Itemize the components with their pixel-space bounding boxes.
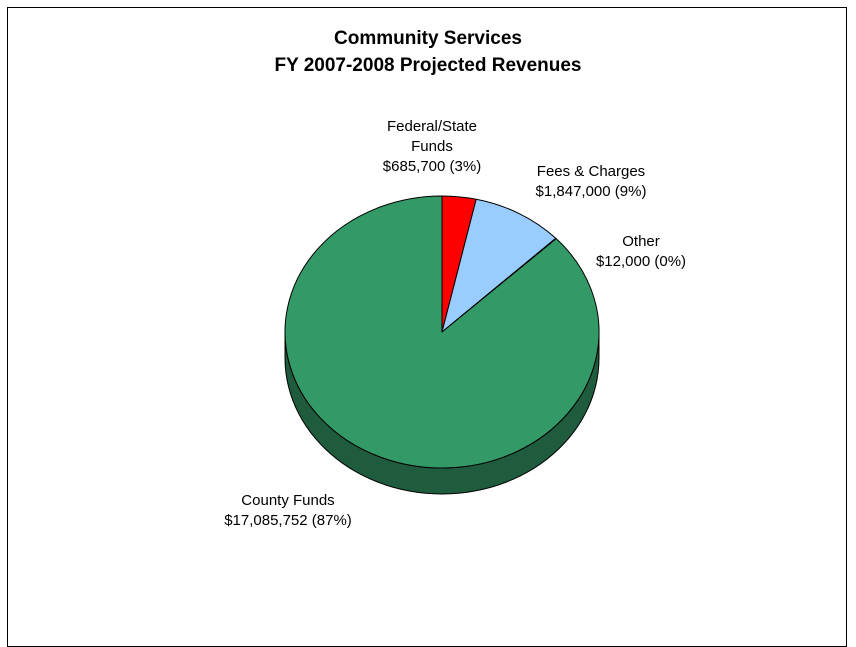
pie-slices [284, 195, 600, 469]
pie-label-line: Federal/State [387, 118, 477, 135]
pie-slice-county-funds [284, 195, 600, 469]
pie-label-county-funds: County Funds $17,085,752 (87%) [224, 492, 352, 529]
pie-label-line: $1,847,000 (9%) [536, 183, 647, 200]
pie-labels: Federal/State Funds $685,700 (3%) Fees & Ch… [224, 118, 686, 529]
pie-label-line: County Funds [241, 492, 334, 509]
pie-label-line: $12,000 (0%) [596, 253, 686, 270]
pie-label-other: Other $12,000 (0%) [596, 233, 686, 270]
chart-title-line-1: Community Services [334, 28, 522, 49]
pie-label-fees-charges: Fees & Charges $1,847,000 (9%) [536, 163, 647, 200]
chart-title: Community Services FY 2007-2008 Projecte… [0, 25, 856, 79]
pie-label-line: Other [622, 233, 660, 250]
pie-label-line: Funds [411, 138, 453, 155]
pie-label-federal-state-funds: Federal/State Funds $685,700 (3%) [383, 118, 481, 175]
pie-slice-fees-charges [441, 198, 557, 333]
pie-label-line: $17,085,752 (87%) [224, 512, 352, 529]
chart-title-line-2: FY 2007-2008 Projected Revenues [274, 55, 582, 76]
pie-chart: Federal/State Funds $685,700 (3%) Fees & Ch… [224, 118, 686, 529]
pie-label-line: $685,700 (3%) [383, 158, 481, 175]
pie-label-line: Fees & Charges [537, 163, 645, 180]
